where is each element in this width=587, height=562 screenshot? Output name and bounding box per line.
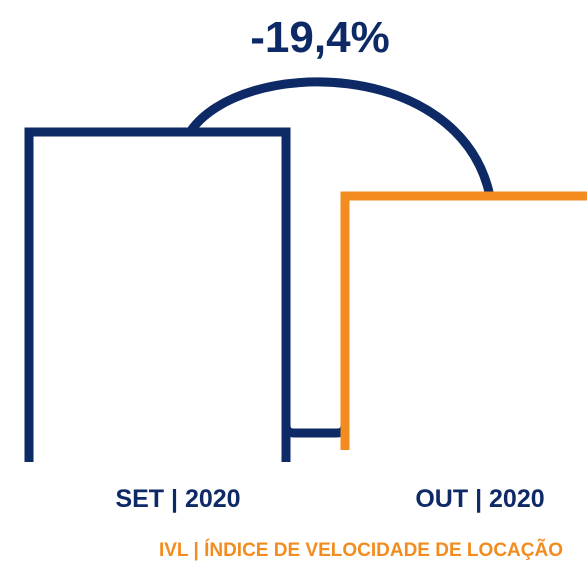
category-label-set-2020: SET | 2020 — [115, 485, 240, 513]
bar-out-2020 — [340, 191, 587, 450]
base-bracket — [281, 400, 350, 438]
change-connector-arc — [186, 77, 495, 197]
chart-footer-title: IVL | ÍNDICE DE VELOCIDADE DE LOCAÇÃO — [159, 539, 563, 561]
bar-set-2020 — [24, 127, 291, 462]
change-percentage-label: -19,4% — [250, 13, 389, 62]
category-label-out-2020: OUT | 2020 — [415, 485, 544, 513]
